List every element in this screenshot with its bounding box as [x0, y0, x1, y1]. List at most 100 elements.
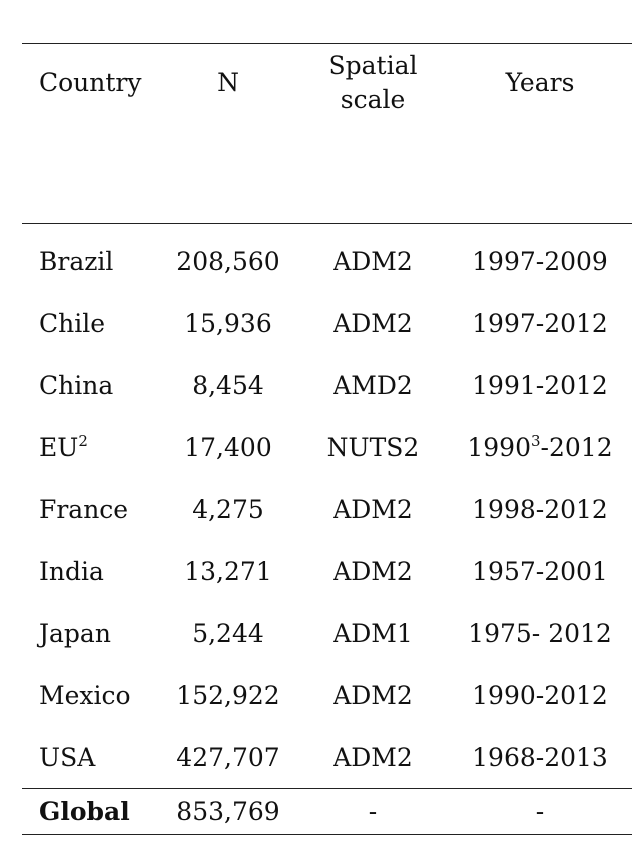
cell-years: 1957-2001	[448, 540, 632, 602]
spatial-scale-value: AMD2	[333, 370, 413, 400]
cell-spatial-scale: ADM2	[298, 664, 448, 726]
years-value-rest: -2012	[540, 432, 613, 462]
cell-n: 8,454	[158, 354, 298, 416]
spatial-scale-value: ADM2	[333, 680, 413, 710]
cell-country: India	[22, 540, 158, 602]
country-name: France	[39, 494, 129, 524]
cell-years: 1968-2013	[448, 726, 632, 789]
table-header: Country N Spatial scale Years	[22, 43, 632, 224]
country-footnote-mark: 2	[78, 431, 88, 450]
total-row: Global 853,769 - -	[22, 788, 632, 835]
years-value: 1990-2012	[472, 680, 608, 710]
country-name: Japan	[39, 618, 111, 648]
spatial-scale-value: ADM2	[333, 246, 413, 276]
total-country: Global	[39, 797, 130, 826]
cell-spatial-scale: ADM1	[298, 602, 448, 664]
years-value: 1997-2009	[472, 246, 608, 276]
cell-country: China	[22, 354, 158, 416]
table-row: China 8,454 AMD2 1991-2012	[22, 354, 632, 416]
years-value: 1957-2001	[472, 556, 608, 586]
cell-spatial-scale: ADM2	[298, 540, 448, 602]
cell-country: France	[22, 478, 158, 540]
table-footer: Global 853,769 - -	[22, 788, 632, 835]
header-spatial-scale-line2: scale	[340, 85, 406, 114]
table-row: EU2 17,400 NUTS2 19903-2012	[22, 416, 632, 478]
spatial-scale-value: NUTS2	[326, 432, 420, 462]
table-body: Brazil 208,560 ADM2 1997-2009 Chile 15,936 ADM…	[22, 224, 632, 789]
country-name: China	[39, 370, 114, 400]
total-scale: -	[368, 797, 378, 826]
n-value: 8,454	[192, 370, 264, 400]
cell-n: 13,271	[158, 540, 298, 602]
table-row: Japan 5,244 ADM1 1975- 2012	[22, 602, 632, 664]
years-footnote-mark: 3	[531, 431, 541, 450]
country-data-table: Country N Spatial scale Years Brazil 208,…	[22, 43, 632, 835]
n-value: 15,936	[184, 308, 272, 338]
table-row: USA 427,707 ADM2 1968-2013	[22, 726, 632, 789]
header-n: N	[217, 68, 239, 97]
cell-years: 1991-2012	[448, 354, 632, 416]
years-value: 1975- 2012	[468, 618, 612, 648]
table-row: Chile 15,936 ADM2 1997-2012	[22, 292, 632, 354]
cell-spatial-scale: ADM2	[298, 726, 448, 789]
years-value: 1991-2012	[472, 370, 608, 400]
cell-years: 1997-2009	[448, 224, 632, 293]
cell-spatial-scale: ADM2	[298, 224, 448, 293]
cell-n: 17,400	[158, 416, 298, 478]
cell-years: 1975- 2012	[448, 602, 632, 664]
cell-n: 152,922	[158, 664, 298, 726]
data-table-container: Country N Spatial scale Years Brazil 208,…	[22, 43, 632, 835]
header-years: Years	[505, 68, 575, 97]
cell-country: USA	[22, 726, 158, 789]
table-row: India 13,271 ADM2 1957-2001	[22, 540, 632, 602]
n-value: 4,275	[192, 494, 264, 524]
country-name: Mexico	[39, 680, 131, 710]
cell-spatial-scale: ADM2	[298, 478, 448, 540]
years-value: 1997-2012	[472, 308, 608, 338]
n-value: 427,707	[176, 742, 280, 772]
cell-country: Chile	[22, 292, 158, 354]
cell-n: 4,275	[158, 478, 298, 540]
spatial-scale-value: ADM2	[333, 556, 413, 586]
n-value: 17,400	[184, 432, 272, 462]
cell-country: Mexico	[22, 664, 158, 726]
cell-country: Brazil	[22, 224, 158, 293]
cell-n: 5,244	[158, 602, 298, 664]
country-name: Chile	[39, 308, 106, 338]
n-value: 208,560	[176, 246, 280, 276]
total-years: -	[535, 797, 545, 826]
table-row: France 4,275 ADM2 1998-2012	[22, 478, 632, 540]
country-name: India	[39, 556, 104, 586]
table-row: Mexico 152,922 ADM2 1990-2012	[22, 664, 632, 726]
spatial-scale-value: ADM2	[333, 742, 413, 772]
spatial-scale-value: ADM2	[333, 494, 413, 524]
cell-spatial-scale: AMD2	[298, 354, 448, 416]
header-spatial-scale-line1: Spatial	[328, 51, 418, 80]
n-value: 152,922	[176, 680, 280, 710]
header-country: Country	[39, 68, 142, 97]
spatial-scale-value: ADM2	[333, 308, 413, 338]
cell-years: 19903-2012	[448, 416, 632, 478]
header-spatial-scale: Spatial scale	[298, 44, 448, 224]
country-name: Brazil	[39, 246, 114, 276]
cell-n: 427,707	[158, 726, 298, 789]
cell-spatial-scale: NUTS2	[298, 416, 448, 478]
n-value: 13,271	[184, 556, 272, 586]
cell-country: EU2	[22, 416, 158, 478]
years-value: 1990	[467, 432, 531, 462]
n-value: 5,244	[192, 618, 264, 648]
spatial-scale-value: ADM1	[333, 618, 413, 648]
cell-country: Japan	[22, 602, 158, 664]
years-value: 1998-2012	[472, 494, 608, 524]
header-row: Country N Spatial scale Years	[22, 43, 632, 224]
total-n: 853,769	[176, 797, 280, 826]
country-name: USA	[39, 742, 96, 772]
cell-spatial-scale: ADM2	[298, 292, 448, 354]
cell-years: 1997-2012	[448, 292, 632, 354]
cell-years: 1990-2012	[448, 664, 632, 726]
years-value: 1968-2013	[472, 742, 608, 772]
table-row: Brazil 208,560 ADM2 1997-2009	[22, 224, 632, 293]
cell-years: 1998-2012	[448, 478, 632, 540]
country-name: EU	[39, 432, 79, 462]
cell-n: 208,560	[158, 224, 298, 293]
